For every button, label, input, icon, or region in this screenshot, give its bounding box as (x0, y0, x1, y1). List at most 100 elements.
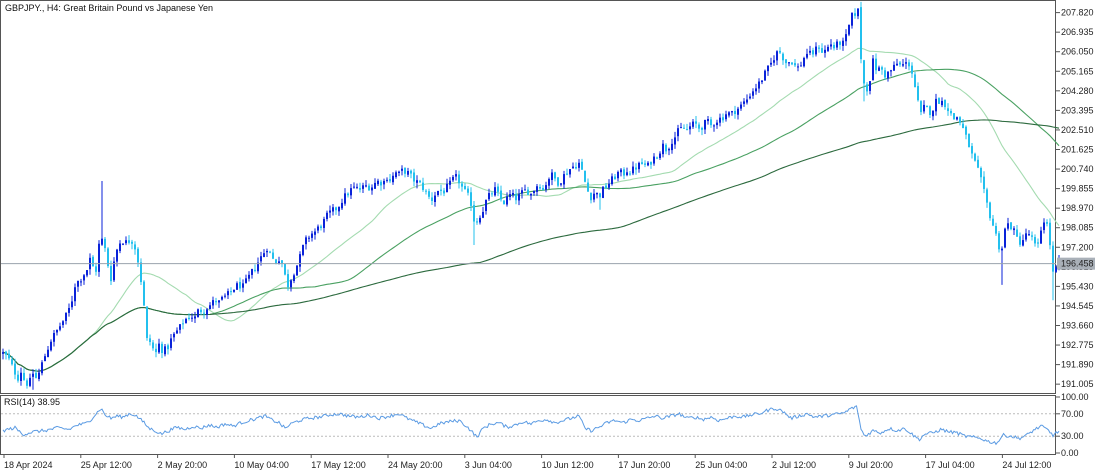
candle[interactable] (353, 182, 355, 189)
candle[interactable] (680, 122, 682, 129)
candle[interactable] (947, 103, 949, 116)
candle[interactable] (11, 355, 13, 366)
candle[interactable] (989, 201, 991, 221)
candle[interactable] (689, 122, 691, 135)
candle[interactable] (98, 240, 100, 277)
candle[interactable] (584, 170, 586, 183)
candle[interactable] (839, 40, 841, 50)
candle[interactable] (146, 305, 148, 341)
candle[interactable] (875, 53, 877, 75)
candle[interactable] (194, 311, 196, 324)
candle[interactable] (296, 265, 298, 276)
candle[interactable] (986, 187, 988, 208)
candle[interactable] (1025, 228, 1027, 242)
candle[interactable] (770, 57, 772, 68)
candle[interactable] (743, 98, 745, 107)
candle[interactable] (431, 192, 433, 205)
candle[interactable] (347, 192, 349, 198)
candle[interactable] (872, 54, 874, 81)
candle[interactable] (824, 45, 826, 58)
candle[interactable] (341, 198, 343, 210)
candle[interactable] (185, 317, 187, 324)
candle[interactable] (878, 65, 880, 72)
candle[interactable] (26, 378, 28, 389)
candle[interactable] (620, 167, 622, 177)
candle[interactable] (965, 125, 967, 140)
candle[interactable] (314, 228, 316, 240)
candle[interactable] (671, 138, 673, 154)
candle[interactable] (1052, 241, 1054, 301)
candle[interactable] (998, 231, 1000, 253)
candle[interactable] (449, 177, 451, 190)
candle[interactable] (350, 184, 352, 200)
candle[interactable] (392, 172, 394, 185)
candle[interactable] (290, 279, 292, 292)
candle[interactable] (101, 180, 103, 246)
candle[interactable] (413, 168, 415, 187)
candle[interactable] (53, 330, 55, 347)
candle[interactable] (41, 360, 43, 376)
candle[interactable] (983, 171, 985, 194)
candle[interactable] (164, 344, 166, 357)
candle[interactable] (644, 160, 646, 168)
candle[interactable] (992, 215, 994, 227)
candle[interactable] (470, 187, 472, 211)
candle[interactable] (446, 178, 448, 193)
candle[interactable] (617, 170, 619, 182)
candle[interactable] (191, 313, 193, 322)
candle[interactable] (140, 258, 142, 285)
candle[interactable] (665, 143, 667, 155)
candle[interactable] (152, 340, 154, 351)
candle[interactable] (980, 166, 982, 183)
candle[interactable] (224, 293, 226, 299)
candle[interactable] (764, 69, 766, 81)
candle[interactable] (920, 100, 922, 116)
candle[interactable] (77, 280, 79, 292)
candle[interactable] (473, 201, 475, 246)
candle[interactable] (662, 140, 664, 158)
candle[interactable] (332, 203, 334, 216)
candle[interactable] (545, 181, 547, 193)
candle[interactable] (503, 200, 505, 205)
candle[interactable] (218, 300, 220, 308)
candle[interactable] (461, 181, 463, 192)
candle[interactable] (893, 61, 895, 71)
candle[interactable] (707, 116, 709, 125)
candle[interactable] (479, 215, 481, 225)
candle[interactable] (23, 368, 25, 381)
candle[interactable] (701, 126, 703, 136)
candle[interactable] (182, 319, 184, 330)
candle[interactable] (29, 373, 31, 388)
candle[interactable] (338, 206, 340, 216)
candle[interactable] (371, 184, 373, 195)
candle[interactable] (995, 222, 997, 236)
candle[interactable] (56, 329, 58, 336)
candle[interactable] (68, 303, 70, 317)
candle[interactable] (806, 48, 808, 60)
candle[interactable] (1037, 238, 1039, 248)
candle[interactable] (239, 277, 241, 292)
candle[interactable] (521, 187, 523, 199)
candle[interactable] (476, 217, 478, 225)
candle[interactable] (641, 158, 643, 165)
candle[interactable] (203, 309, 205, 319)
candle[interactable] (1043, 218, 1045, 234)
candle[interactable] (962, 119, 964, 129)
candle[interactable] (14, 358, 16, 380)
candle[interactable] (65, 312, 67, 325)
candle[interactable] (422, 177, 424, 192)
candle[interactable] (1040, 226, 1042, 244)
candle[interactable] (752, 88, 754, 99)
candle[interactable] (950, 108, 952, 116)
candle[interactable] (944, 99, 946, 110)
candle[interactable] (212, 296, 214, 309)
candle[interactable] (320, 224, 322, 231)
candle[interactable] (629, 170, 631, 176)
candle[interactable] (635, 163, 637, 175)
candle[interactable] (572, 162, 574, 169)
candle[interactable] (425, 189, 427, 195)
candle[interactable] (908, 59, 910, 71)
candle[interactable] (902, 59, 904, 68)
candle[interactable] (800, 61, 802, 67)
candle[interactable] (725, 110, 727, 122)
